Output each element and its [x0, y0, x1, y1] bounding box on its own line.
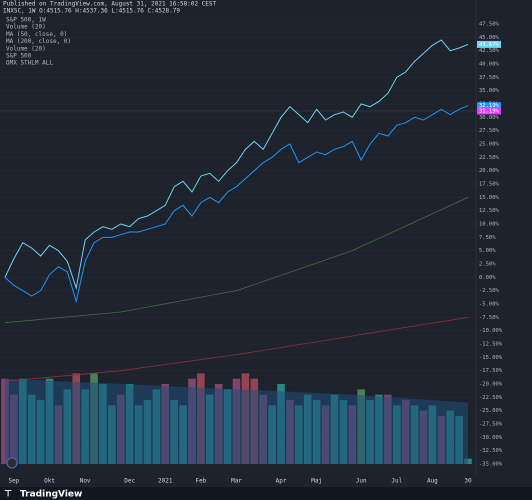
y-tick-label: 12.50% — [479, 208, 500, 214]
y-tick-label: -25.00% — [479, 408, 503, 414]
last-value-label: 43.67% — [479, 42, 500, 48]
y-tick-label: 40.00% — [479, 62, 500, 68]
series-line — [4, 105, 469, 304]
x-tick-label: 30 — [464, 478, 472, 485]
legend-text: Volume (20) — [6, 24, 46, 31]
x-tick-label: 2021 — [158, 478, 173, 485]
y-tick-label: -10.00% — [479, 328, 503, 334]
y-tick-label: 37.50% — [479, 75, 500, 81]
last-value-label-bg — [477, 102, 501, 110]
y-tick-label: -2.50% — [479, 288, 500, 294]
y-tick-label: 25.00% — [479, 142, 500, 148]
legend-text: S&P 500, 1W — [6, 17, 46, 24]
x-tick-label: Aug — [427, 478, 438, 485]
y-tick-label: 2.50% — [479, 262, 496, 268]
last-value-label: 32.19% — [479, 103, 500, 109]
y-tick-label: -15.00% — [479, 355, 503, 361]
y-tick-label: 47.50% — [479, 22, 500, 28]
y-tick-label: -27.50% — [479, 422, 503, 428]
y-tick-label: 42.50% — [479, 48, 500, 54]
y-tick-label: 45.00% — [479, 35, 500, 41]
legend-text: Volume (20) — [6, 45, 46, 52]
y-tick-label: -17.50% — [479, 368, 503, 374]
series-line — [4, 39, 469, 290]
y-tick-label: 5.00% — [479, 248, 496, 254]
y-tick-label: 15.00% — [479, 195, 500, 201]
legend-text: S&P 500 — [6, 53, 32, 60]
x-tick-label: Nov — [80, 478, 91, 485]
annotation-label: 31.19% — [479, 108, 500, 114]
volume-ma-area — [5, 378, 468, 464]
x-tick-label: Okt — [44, 478, 55, 485]
y-tick-label: 20.00% — [479, 168, 500, 174]
footer-bar — [0, 487, 532, 500]
legend-text: MA (50, close, 0) — [6, 31, 67, 38]
y-tick-label: 35.00% — [479, 88, 500, 94]
y-tick-label: -30.00% — [479, 435, 503, 441]
x-tick-label: Apr — [276, 478, 287, 485]
x-tick-label: Sep — [8, 478, 19, 485]
header-text: Published on TradingView.com, August 31,… — [3, 1, 217, 8]
y-tick-label: -7.50% — [479, 315, 500, 321]
y-tick-label: -35.00% — [479, 462, 503, 468]
y-tick-label: -12.50% — [479, 342, 503, 348]
y-tick-label: 27.50% — [479, 128, 500, 134]
ma-line — [4, 196, 469, 324]
y-tick-label: -32.50% — [479, 448, 503, 454]
x-tick-label: Jul — [391, 478, 402, 485]
y-tick-label: 30.00% — [479, 115, 500, 121]
x-tick-label: Mar — [231, 478, 242, 485]
y-tick-label: 10.00% — [479, 222, 500, 228]
y-tick-label: -22.50% — [479, 395, 503, 401]
legend-text: MA (200, close, 0) — [6, 38, 71, 45]
legend-text: OMX STHLM ALL — [6, 60, 53, 67]
header-text: INXSC, 1W O:4515.76 H:4537.36 L:4515.76 … — [3, 8, 180, 15]
y-tick-label: 17.50% — [479, 182, 500, 188]
y-tick-label: -20.00% — [479, 382, 503, 388]
y-tick-label: 22.50% — [479, 155, 500, 161]
x-tick-label: Dec — [124, 478, 135, 485]
last-value-label-bg — [477, 40, 501, 48]
ma-line — [4, 316, 469, 382]
y-tick-label: -5.00% — [479, 302, 500, 308]
footer-brand: TradingView — [20, 490, 82, 500]
annotation-label-bg — [477, 107, 501, 115]
footer-logo: ⊤ — [4, 490, 12, 500]
x-tick-label: Feb — [195, 478, 206, 485]
settings-icon[interactable] — [6, 457, 18, 469]
x-tick-label: Maj — [311, 478, 322, 485]
y-tick-label: 7.50% — [479, 235, 496, 241]
x-tick-label: Jun — [356, 478, 367, 485]
y-tick-label: 0.00% — [479, 275, 496, 281]
